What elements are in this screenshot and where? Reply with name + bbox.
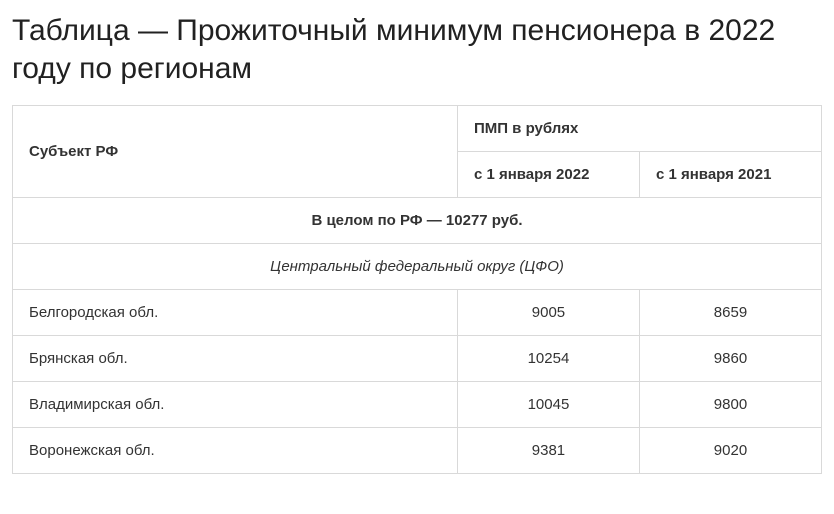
col-header-subject: Субъект РФ bbox=[13, 106, 458, 198]
region-name: Брянская обл. bbox=[13, 336, 458, 382]
table-row: Владимирская обл. 10045 9800 bbox=[13, 382, 822, 428]
value-2022: 10045 bbox=[457, 382, 639, 428]
summary-cell: В целом по РФ — 10277 руб. bbox=[13, 198, 822, 244]
summary-row: В целом по РФ — 10277 руб. bbox=[13, 198, 822, 244]
col-header-pmp-group: ПМП в рублях bbox=[457, 106, 821, 152]
value-2021: 8659 bbox=[639, 290, 821, 336]
region-name: Владимирская обл. bbox=[13, 382, 458, 428]
value-2021: 9020 bbox=[639, 428, 821, 474]
col-header-2021: с 1 января 2021 bbox=[639, 152, 821, 198]
value-2022: 9381 bbox=[457, 428, 639, 474]
district-row: Центральный федеральный округ (ЦФО) bbox=[13, 244, 822, 290]
region-name: Воронежская обл. bbox=[13, 428, 458, 474]
value-2022: 10254 bbox=[457, 336, 639, 382]
col-header-2022: с 1 января 2022 bbox=[457, 152, 639, 198]
pension-table: Субъект РФ ПМП в рублях с 1 января 2022 … bbox=[12, 105, 822, 474]
region-name: Белгородская обл. bbox=[13, 290, 458, 336]
table-row: Воронежская обл. 9381 9020 bbox=[13, 428, 822, 474]
table-row: Брянская обл. 10254 9860 bbox=[13, 336, 822, 382]
page-title: Таблица — Прожиточный минимум пенсионера… bbox=[12, 12, 822, 87]
table-row: Белгородская обл. 9005 8659 bbox=[13, 290, 822, 336]
value-2021: 9860 bbox=[639, 336, 821, 382]
value-2021: 9800 bbox=[639, 382, 821, 428]
value-2022: 9005 bbox=[457, 290, 639, 336]
district-cell: Центральный федеральный округ (ЦФО) bbox=[13, 244, 822, 290]
